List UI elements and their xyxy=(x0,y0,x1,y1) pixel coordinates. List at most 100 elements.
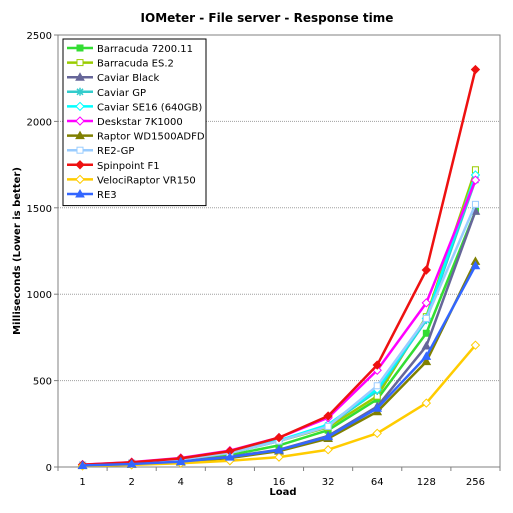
legend-item: Barracuda 7200.11 xyxy=(67,44,193,55)
y-tick-label: 1000 xyxy=(27,290,52,301)
series xyxy=(78,176,480,469)
y-axis-ticks: 0 500 1000 1500 2000 2500 xyxy=(27,31,58,474)
data-point xyxy=(175,456,186,466)
data-point xyxy=(225,452,235,461)
data-point xyxy=(77,460,88,469)
x-tick-label: 8 xyxy=(227,477,233,488)
legend-item: Barracuda ES.2 xyxy=(67,59,174,70)
data-point xyxy=(421,265,432,275)
data-point xyxy=(75,116,85,126)
data-point xyxy=(421,398,432,408)
series xyxy=(77,206,481,469)
data-point xyxy=(274,432,284,443)
data-point xyxy=(372,428,382,439)
x-tick-label: 256 xyxy=(466,477,485,488)
data-point xyxy=(372,403,383,412)
data-point xyxy=(76,87,84,96)
legend-item: RE3 xyxy=(67,188,117,201)
x-tick-label: 128 xyxy=(417,477,436,488)
legend-item: Spinpoint F1 xyxy=(67,160,160,172)
data-point xyxy=(75,101,85,112)
data-point xyxy=(373,382,381,390)
legend-item: Caviar GP xyxy=(67,87,146,99)
legend-label: Caviar SE16 (640GB) xyxy=(97,102,202,113)
data-point xyxy=(76,59,84,67)
series-lines xyxy=(77,64,481,471)
legend-label: RE3 xyxy=(97,190,117,201)
legend-item: RE2-GP xyxy=(67,146,134,157)
data-point xyxy=(75,188,85,198)
y-tick-label: 500 xyxy=(33,377,52,388)
x-tick-label: 64 xyxy=(371,477,384,488)
legend-item: Caviar SE16 (640GB) xyxy=(67,101,202,113)
data-point xyxy=(422,314,430,322)
data-point xyxy=(421,298,432,308)
legend-label: Spinpoint F1 xyxy=(97,161,160,172)
x-axis-ticks: 1 2 4 8 16 32 64 128 256 xyxy=(57,467,501,488)
data-point xyxy=(421,341,432,350)
data-point xyxy=(75,174,85,185)
data-point xyxy=(421,351,432,360)
gridlines xyxy=(58,120,500,382)
series xyxy=(77,175,481,470)
legend-label: Raptor WD1500ADFD xyxy=(97,132,205,143)
data-point xyxy=(323,445,333,455)
series-line xyxy=(82,210,477,467)
data-point xyxy=(323,411,333,421)
legend-label: Caviar Black xyxy=(97,73,159,84)
data-point xyxy=(323,431,333,441)
series-line xyxy=(82,179,477,466)
data-point xyxy=(422,329,430,337)
data-point xyxy=(75,130,85,140)
series-line xyxy=(82,174,477,467)
legend-item: Deskstar 7K1000 xyxy=(67,116,183,128)
data-point xyxy=(76,44,84,52)
legend-label: Barracuda ES.2 xyxy=(97,59,174,70)
legend-label: Barracuda 7200.11 xyxy=(97,44,193,55)
data-point xyxy=(126,459,137,468)
legend: Barracuda 7200.11 Barracuda ES.2 Caviar Bl… xyxy=(62,38,207,207)
legend-item: VelociRaptor VR150 xyxy=(67,174,196,186)
y-tick-label: 1500 xyxy=(27,204,52,215)
data-point xyxy=(372,360,382,370)
series-line xyxy=(82,210,477,467)
legend-item: Caviar Black xyxy=(67,72,159,84)
y-tick-label: 0 xyxy=(46,463,52,474)
legend-label: RE2-GP xyxy=(97,146,134,157)
x-axis-label: Load xyxy=(269,487,296,498)
data-point xyxy=(274,445,284,454)
legend-label: Caviar GP xyxy=(97,88,146,99)
x-tick-label: 16 xyxy=(273,477,286,488)
series xyxy=(77,260,481,469)
data-point xyxy=(421,356,432,366)
x-tick-label: 32 xyxy=(322,477,335,488)
data-point xyxy=(274,452,284,462)
series xyxy=(79,207,479,469)
series xyxy=(79,200,479,469)
y-tick-label: 2500 xyxy=(27,31,52,42)
data-point xyxy=(470,260,481,270)
data-point xyxy=(75,72,85,81)
legend-label: Deskstar 7K1000 xyxy=(97,117,183,128)
data-point xyxy=(470,175,481,185)
x-tick-label: 4 xyxy=(178,477,184,488)
x-tick-label: 1 xyxy=(79,477,85,488)
plot-area xyxy=(57,34,501,468)
data-point xyxy=(471,200,479,208)
series-line xyxy=(82,179,477,467)
data-point xyxy=(76,146,84,154)
y-axis-label: Milliseconds (Lower is better) xyxy=(12,167,23,335)
legend-label: VelociRaptor VR150 xyxy=(97,175,196,186)
legend-box xyxy=(62,38,207,207)
series xyxy=(77,170,481,470)
data-point xyxy=(470,64,481,75)
chart-title: IOMeter - File server - Response time xyxy=(141,11,394,25)
legend-item: Raptor WD1500ADFD xyxy=(67,130,205,143)
y-tick-label: 2000 xyxy=(27,117,52,128)
data-point xyxy=(75,160,85,170)
series xyxy=(79,166,479,469)
x-tick-label: 2 xyxy=(128,477,134,488)
data-point xyxy=(324,422,332,430)
data-point xyxy=(470,340,481,350)
